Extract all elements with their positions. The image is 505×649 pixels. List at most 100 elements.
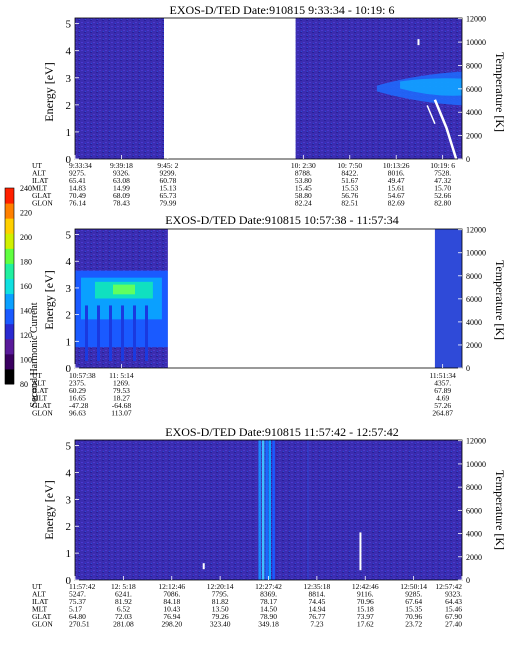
row-label: ILAT <box>32 386 49 395</box>
y-tick-label: 1 <box>66 548 72 560</box>
table-cell: 11:57:42 <box>69 582 96 591</box>
table-cell: 70.96 <box>405 612 422 621</box>
table-cell: 8814. <box>308 590 325 599</box>
emission-right <box>434 229 462 368</box>
table-cell: 53.80 <box>295 176 312 185</box>
y2-axis-label: Temperature [K] <box>493 470 505 550</box>
row-label: UT <box>32 582 42 591</box>
colorbar-swatch <box>5 323 14 340</box>
table-cell: 12:42:46 <box>352 582 379 591</box>
colorbar-tick-label: 100 <box>20 356 32 365</box>
table-cell: 23.72 <box>405 620 422 629</box>
table-cell: 60.29 <box>69 386 86 395</box>
table-cell: 14.99 <box>113 184 130 193</box>
table-cell: 8016. <box>388 169 405 178</box>
y2-tick-label: 0 <box>466 155 470 164</box>
table-cell: 12:20:14 <box>207 582 234 591</box>
colorbar-label: Second Harmonic Current <box>29 302 40 407</box>
table-cell: 298.20 <box>161 620 182 629</box>
y-tick-label: 2 <box>66 521 72 533</box>
panel-1: EXOS-D/TED Date:910815 9:33:34 - 10:19: … <box>32 3 505 208</box>
y-tick-label: 2 <box>66 100 72 112</box>
table-cell: 70.49 <box>69 191 86 200</box>
row-label: MLT <box>32 184 48 193</box>
colorbar-tick-label: 200 <box>20 233 32 242</box>
y2-tick-label: 8000 <box>466 483 482 492</box>
row-label: GLAT <box>32 191 52 200</box>
colorbar-tick-label: 80 <box>20 380 28 389</box>
table-cell: 6241. <box>115 590 132 599</box>
row-label: ALT <box>32 169 46 178</box>
colorbar-swatch <box>5 338 14 355</box>
table-cell: 64.43 <box>445 597 462 606</box>
table-cell: 13.50 <box>212 605 229 614</box>
data-gap <box>164 17 296 160</box>
table-cell: 7795. <box>212 590 229 599</box>
emission-max <box>113 284 135 295</box>
table-cell: 12:50:14 <box>400 582 427 591</box>
table-cell: 281.08 <box>113 620 134 629</box>
table-cell: 76.77 <box>308 612 325 621</box>
emission-stripe <box>272 440 275 580</box>
row-label: ALT <box>32 379 46 388</box>
table-cell: 11:51:34 <box>429 371 456 380</box>
table-cell: 82.80 <box>434 199 451 208</box>
table-cell: 12:27:42 <box>255 582 282 591</box>
table-cell: 9:39:18 <box>110 161 133 170</box>
y-tick-label: 0 <box>66 154 72 166</box>
table-cell: 15.45 <box>295 184 312 193</box>
table-cell: 349.18 <box>258 620 279 629</box>
plasma-enhancement-core <box>400 78 462 96</box>
y2-tick-label: 4000 <box>466 318 482 327</box>
row-label: ILAT <box>32 176 49 185</box>
colorbar-swatch <box>5 233 14 249</box>
colorbar-frame <box>4 187 15 385</box>
table-cell: 270.51 <box>69 620 90 629</box>
table-cell: 70.96 <box>357 597 374 606</box>
colorbar: 80 100 120 140 160 180 200 220 240 Second Harmon… <box>4 184 40 407</box>
y-axis-label: Energy [eV] <box>42 270 56 329</box>
table-cell: 82.69 <box>388 199 405 208</box>
table-cell: 6.52 <box>117 605 130 614</box>
y-tick-label: 4 <box>66 467 72 479</box>
table-cell: 9116. <box>357 590 374 599</box>
table-cell: 78.90 <box>260 612 277 621</box>
table-cell: 65.73 <box>159 191 176 200</box>
emission-streak <box>145 305 148 362</box>
colorbar-swatch <box>5 353 14 370</box>
row-label: UT <box>32 161 42 170</box>
table-cell: 67.89 <box>434 386 451 395</box>
table-cell: 8422. <box>341 169 358 178</box>
table-cell: 9:45: 2 <box>157 161 178 170</box>
row-label: GLAT <box>32 401 52 410</box>
table-cell: 12:35:18 <box>304 582 331 591</box>
colorbar-swatch <box>5 188 14 204</box>
y2-tick-label: 6000 <box>466 506 482 515</box>
table-cell: 9299. <box>159 169 176 178</box>
y2-tick-label: 4000 <box>466 108 482 117</box>
y2-tick-label: 6000 <box>466 295 482 304</box>
colorbar-swatch <box>5 278 14 295</box>
row-label: UT <box>32 371 42 380</box>
colorbar-swatch <box>5 263 14 279</box>
y2-axis-label: Temperature [K] <box>493 52 505 132</box>
emission-stripe <box>265 440 268 580</box>
y2-tick-label: 2000 <box>466 132 482 141</box>
y-tick-label: 3 <box>66 494 72 506</box>
table-cell: 76.14 <box>69 199 86 208</box>
table-cell: 9323. <box>445 590 462 599</box>
row-label: GLON <box>32 409 53 418</box>
y2-tick-label: 0 <box>466 576 470 585</box>
temperature-point <box>417 39 420 46</box>
temperature-point <box>202 563 205 570</box>
table-cell: 49.47 <box>388 176 405 185</box>
table-cell: 84.18 <box>163 597 180 606</box>
table-cell: 56.76 <box>341 191 358 200</box>
table-cell: 10:19: 6 <box>430 161 455 170</box>
panel-2: EXOS-D/TED Date:910815 10:57:38 - 11:57:… <box>32 213 505 418</box>
table-cell: 47.32 <box>434 176 451 185</box>
table-cell: 52.66 <box>434 191 451 200</box>
y-tick-label: 3 <box>66 73 72 85</box>
y2-tick-label: 8000 <box>466 61 482 70</box>
